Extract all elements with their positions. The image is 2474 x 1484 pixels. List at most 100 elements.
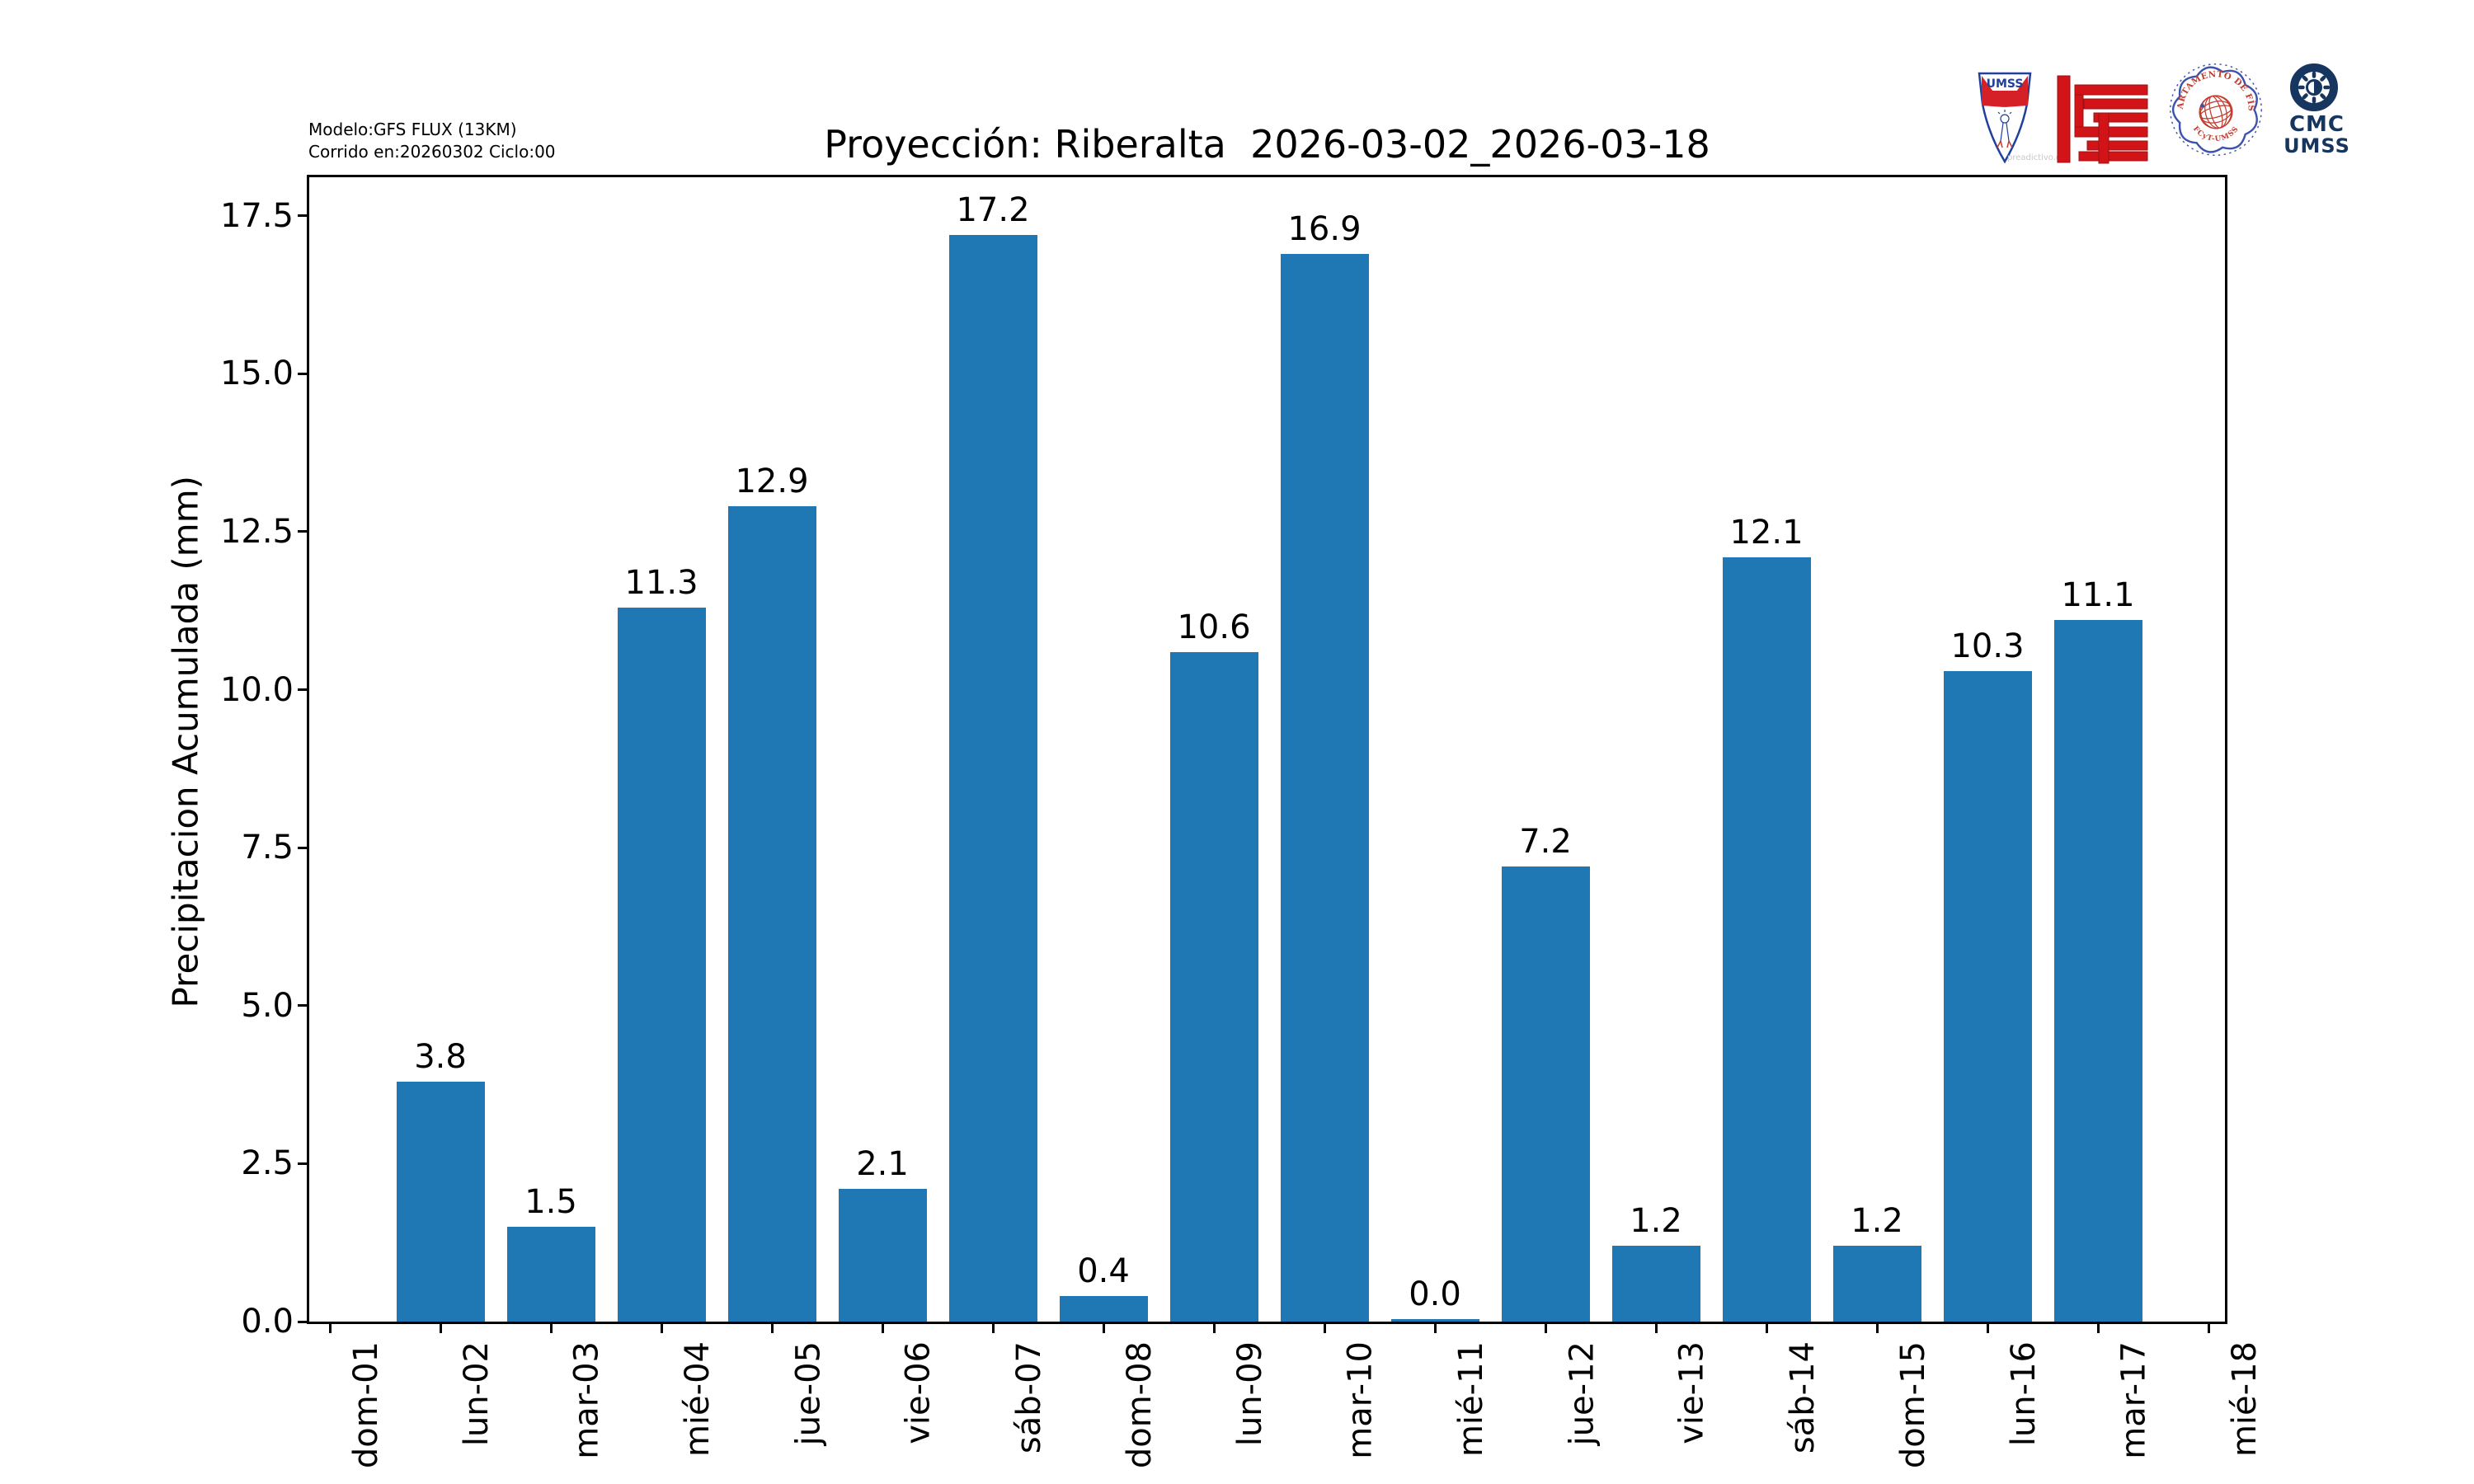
x-tick-label: sáb-07 xyxy=(1010,1341,1048,1454)
x-tick-mark xyxy=(1102,1322,1105,1333)
bar-value-label: 10.6 xyxy=(1177,608,1251,646)
x-tick-label: dom-08 xyxy=(1121,1341,1159,1469)
bar-sáb-07 xyxy=(948,234,1037,1322)
y-tick-mark xyxy=(298,688,309,692)
bar-dom-08 xyxy=(1059,1296,1148,1322)
x-tick-mark xyxy=(1544,1322,1547,1333)
bar-dom-15 xyxy=(1832,1246,1921,1322)
bar-value-label: 0.4 xyxy=(1077,1252,1130,1291)
bar-value-label: 0.0 xyxy=(1409,1275,1461,1313)
fisica-seal-logo: DEPARTAMENTO DE FÍSICA FCyT-UMSS xyxy=(2164,56,2262,156)
y-tick-label: 12.5 xyxy=(219,512,294,551)
y-tick-mark xyxy=(298,372,309,375)
shield-emblem-feet xyxy=(1997,140,2013,148)
y-tick-label: 5.0 xyxy=(241,986,294,1025)
model-info: Modelo:GFS FLUX (13KM) Corrido en:2026030… xyxy=(308,119,556,163)
bar-value-label: 1.2 xyxy=(1851,1202,1903,1241)
bar-value-label: 11.1 xyxy=(2061,576,2135,615)
x-tick-mark xyxy=(1986,1322,1989,1333)
bar-jue-12 xyxy=(1501,866,1590,1322)
cmc-logo-text: CMC UMSS xyxy=(2278,114,2356,157)
bar-value-label: 1.2 xyxy=(1630,1202,1682,1241)
bar-value-label: 12.1 xyxy=(1729,513,1804,552)
x-tick-mark xyxy=(660,1322,663,1333)
x-tick-mark xyxy=(1875,1322,1879,1333)
x-tick-mark xyxy=(2207,1322,2210,1333)
x-tick-label: lun-09 xyxy=(1231,1341,1269,1447)
bar-value-label: 7.2 xyxy=(1519,823,1572,862)
bar-value-label: 17.2 xyxy=(956,190,1030,229)
bar-value-label: 11.3 xyxy=(624,563,698,602)
x-tick-mark xyxy=(439,1322,442,1333)
x-tick-label: sáb-14 xyxy=(1784,1341,1822,1454)
x-tick-label: jue-12 xyxy=(1563,1341,1601,1446)
x-tick-mark xyxy=(770,1322,774,1333)
bar-mar-03 xyxy=(506,1227,595,1322)
x-tick-mark xyxy=(1323,1322,1326,1333)
plot-inner: 3.8 1.5 11.3 12.9 2.1 17.2 0.4 10.6 16.9 0.0 7.2 1.… xyxy=(309,177,2225,1322)
x-tick-label: vie-06 xyxy=(900,1341,938,1444)
y-tick-mark xyxy=(298,530,309,533)
bar-mié-11 xyxy=(1390,1319,1479,1322)
chart-title: Proyección: Riberalta 2026-03-02_2026-03… xyxy=(824,122,1710,167)
bar-value-label: 16.9 xyxy=(1287,209,1362,248)
x-tick-mark xyxy=(881,1322,884,1333)
y-tick-mark xyxy=(298,1320,309,1323)
x-tick-mark xyxy=(549,1322,553,1333)
bar-mar-17 xyxy=(2053,620,2142,1322)
x-tick-label: mié-04 xyxy=(679,1341,717,1458)
bar-vie-06 xyxy=(838,1189,927,1322)
bar-sáb-14 xyxy=(1722,556,1811,1322)
bar-vie-13 xyxy=(1611,1246,1700,1322)
x-tick-mark xyxy=(2096,1322,2100,1333)
bar-jue-05 xyxy=(727,506,816,1322)
shield-emblem xyxy=(1997,110,2012,142)
x-tick-mark xyxy=(1765,1322,1768,1333)
x-tick-label: vie-13 xyxy=(1673,1341,1711,1444)
bar-lun-02 xyxy=(396,1081,485,1322)
cmc-gear-icon xyxy=(2290,63,2338,111)
x-tick-mark xyxy=(328,1322,332,1333)
x-tick-mark xyxy=(991,1322,995,1333)
shield-umss-text: UMSS xyxy=(1987,77,2024,91)
x-tick-label: dom-01 xyxy=(347,1341,385,1469)
x-tick-label: mié-11 xyxy=(1452,1341,1490,1458)
x-tick-label: mar-03 xyxy=(568,1341,606,1459)
plot-area: 3.8 1.5 11.3 12.9 2.1 17.2 0.4 10.6 16.9 0.0 7.2 1.… xyxy=(307,175,2227,1324)
x-tick-label: jue-05 xyxy=(789,1341,827,1446)
x-tick-label: lun-16 xyxy=(2005,1341,2043,1447)
umss-shield-logo: UMSS xyxy=(1978,72,2032,164)
cmc-line2: UMSS xyxy=(2284,134,2350,157)
x-tick-label: mié-18 xyxy=(2226,1341,2264,1458)
y-tick-label: 0.0 xyxy=(241,1303,294,1341)
y-tick-label: 17.5 xyxy=(219,196,294,235)
y-tick-mark xyxy=(298,1162,309,1165)
fcyt-maze-icon xyxy=(2057,75,2148,164)
y-tick-mark xyxy=(298,846,309,849)
seal-dot xyxy=(2200,103,2204,108)
y-tick-mark xyxy=(298,214,309,218)
bar-mar-10 xyxy=(1280,253,1369,1322)
shield-red-center xyxy=(1989,91,2020,107)
y-tick-label: 10.0 xyxy=(219,670,294,709)
y-tick-label: 15.0 xyxy=(219,355,294,393)
x-tick-mark xyxy=(1212,1322,1216,1333)
y-axis-label: Precipitacion Acumulada (mm) xyxy=(165,476,205,1008)
x-tick-mark xyxy=(1433,1322,1437,1333)
bar-value-label: 1.5 xyxy=(524,1183,577,1222)
x-tick-label: lun-02 xyxy=(458,1341,496,1447)
seal-globe xyxy=(2199,95,2233,129)
bar-lun-16 xyxy=(1943,670,2032,1322)
model-line-2: Corrido en:20260302 Ciclo:00 xyxy=(308,142,556,162)
model-line-1: Modelo:GFS FLUX (13KM) xyxy=(308,120,517,139)
bar-value-label: 3.8 xyxy=(414,1037,467,1076)
y-tick-mark xyxy=(298,1004,309,1007)
bar-value-label: 2.1 xyxy=(856,1145,909,1184)
y-tick-label: 2.5 xyxy=(241,1144,294,1183)
bar-value-label: 10.3 xyxy=(1950,627,2025,665)
bar-mié-04 xyxy=(617,607,706,1322)
shield-watermark: preadictivo.con xyxy=(2007,153,2071,162)
x-tick-label: dom-15 xyxy=(1894,1341,1932,1469)
x-tick-label: mar-10 xyxy=(1342,1341,1380,1459)
